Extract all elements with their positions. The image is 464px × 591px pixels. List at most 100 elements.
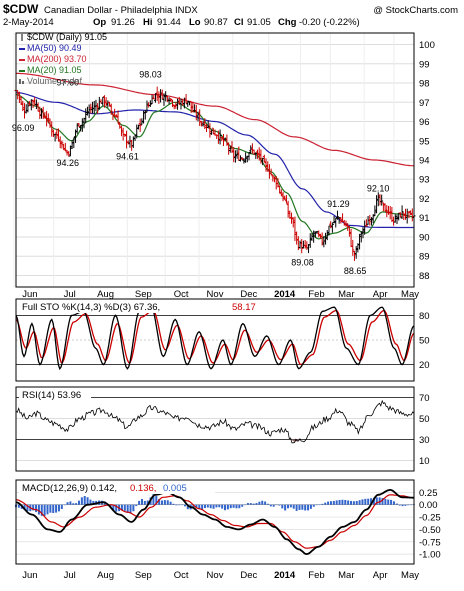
quote-line: Op 91.26 Hi 91.44 Lo 90.87 Cl 91.05 Chg … [93, 17, 360, 28]
macd-hist-bar [129, 504, 132, 514]
macd-hist-bar [249, 503, 252, 505]
macd-hist-bar [198, 504, 201, 509]
legend-swatch [19, 59, 25, 61]
macd-hist-bar [23, 504, 26, 511]
macd-hist-bar [72, 503, 75, 505]
macd-hist-bar [324, 502, 327, 505]
macd-hist-bar [392, 501, 395, 505]
legend-entry: MA(50) 90.49 [27, 43, 82, 53]
macd-hist-bar [266, 503, 269, 505]
high-value: 91.44 [157, 17, 181, 28]
price-tick-label: 100 [419, 40, 435, 51]
price-x-label: Jun [22, 289, 37, 300]
macd-x-label: Apr [373, 570, 388, 581]
macd-hist-bar [350, 500, 353, 505]
macd-hist-bar [301, 504, 304, 510]
macd-x-label: May [401, 570, 419, 581]
legend-swatch [19, 48, 25, 50]
price-tick-label: 90 [419, 232, 430, 243]
price-x-label: 2014 [274, 289, 296, 300]
macd-hist-bar [212, 504, 215, 509]
macd-tick-label: -0.50 [419, 525, 441, 536]
macd-hist-bar [123, 504, 126, 511]
macd-hist-bar [364, 498, 367, 505]
security-name: Canadian Dollar - Philadelphia INDX [44, 5, 198, 16]
macd-x-label: 2014 [274, 570, 296, 581]
volume-icon-bar [22, 81, 24, 84]
macd-hist-bar [69, 501, 72, 505]
macd-tick-label: -0.25 [419, 513, 441, 524]
legend-entry: MA(200) 93.70 [27, 54, 87, 64]
macd-hist-bar [178, 504, 181, 506]
macd-hist-bar [181, 504, 184, 506]
macd-hist-bar [372, 497, 375, 505]
macd-hist-bar [341, 499, 344, 505]
macd-hist-bar [367, 498, 370, 505]
sto-tick-label: 50 [419, 336, 430, 347]
macd-hist-bar [46, 504, 49, 515]
macd-hist-bar [80, 497, 83, 505]
macd-hist-bar [309, 504, 312, 509]
price-annotation: 89.08 [291, 258, 314, 268]
price-annotation: 94.26 [56, 158, 79, 168]
macd-x-label: Oct [174, 570, 189, 581]
price-annotation: 94.61 [116, 151, 139, 161]
sto-k-title: Full STO %K(14,3) %D(3) 67.36, [22, 302, 160, 313]
macd-hist-bar [269, 504, 272, 507]
quote-date: 2-May-2014 [3, 17, 54, 28]
macd-hist-bar [146, 500, 149, 505]
macd-hist-bar [209, 504, 212, 509]
macd-hist-bar [344, 499, 347, 505]
macd-hist-bar [284, 504, 287, 511]
macd-hist-bar [57, 504, 60, 512]
panels: 88 89 90 91 92 93 94 95 96 97 98 99 100 96.09 97.60 94.… [12, 32, 441, 581]
price-tick-label: 89 [419, 252, 430, 263]
macd-hist-bar [255, 503, 258, 505]
macd-hist-bar [92, 500, 95, 505]
macd-hist-bar [218, 504, 221, 508]
change-label: Chg [278, 17, 297, 28]
sto-tick-label: 20 [419, 360, 430, 371]
price-annotation: 98.03 [139, 69, 162, 79]
macd-hist-bar [17, 504, 20, 508]
macd-x-label: Aug [97, 570, 114, 581]
high-label: Hi [143, 17, 153, 28]
macd-hist-bar [312, 504, 315, 507]
price-tick-label: 88 [419, 271, 430, 282]
macd-title: MACD(12,26,9) 0.142, [22, 483, 117, 494]
macd-hist-bar [224, 504, 227, 511]
rsi-title: RSI(14) 53.96 [22, 390, 81, 401]
macd-hist-bar [37, 504, 40, 515]
macd-hist-bar [183, 504, 186, 507]
macd-hist-bar [370, 498, 373, 505]
macd-hist-bar [390, 499, 393, 505]
macd-histogram [15, 494, 415, 516]
price-annotation: 91.29 [327, 199, 350, 209]
macd-hist-bar [241, 504, 244, 507]
price-x-label: Nov [207, 289, 224, 300]
macd-hist-bar [287, 504, 290, 509]
macd-signal-value: 0.136, [130, 483, 156, 494]
macd-hist-bar [278, 504, 281, 506]
macd-hist-bar [120, 504, 123, 511]
macd-hist-bar [338, 499, 341, 505]
macd-tick-label: -1.00 [419, 550, 441, 561]
price-annotation: 88.65 [344, 266, 367, 276]
macd-hist-bar [395, 503, 398, 505]
macd-x-label: Feb [308, 570, 324, 581]
macd-hist-bar [335, 500, 338, 505]
macd-hist-bar [155, 496, 158, 505]
rsi-title-bg [19, 390, 91, 401]
macd-hist-bar [86, 497, 89, 505]
symbol: $CDW [3, 2, 39, 16]
macd-hist-bar [401, 504, 404, 507]
sto-panel-frame [15, 298, 415, 382]
legend-entry: Volume undef [27, 76, 83, 86]
close-value: 91.05 [247, 17, 271, 28]
price-annotation: 97.60 [56, 78, 79, 88]
macd-hist-bar [35, 504, 38, 513]
macd-x-label: Nov [207, 570, 224, 581]
price-tick-label: 92 [419, 194, 430, 205]
macd-x-label: Jul [64, 570, 76, 581]
